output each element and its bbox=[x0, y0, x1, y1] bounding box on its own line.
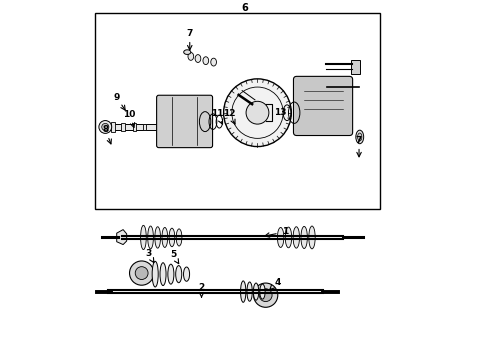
Ellipse shape bbox=[260, 284, 265, 299]
Circle shape bbox=[102, 123, 109, 131]
Ellipse shape bbox=[293, 227, 299, 248]
Ellipse shape bbox=[162, 228, 168, 247]
Text: 3: 3 bbox=[145, 249, 151, 258]
Text: 9: 9 bbox=[114, 93, 120, 102]
Circle shape bbox=[135, 267, 148, 279]
Text: 12: 12 bbox=[223, 109, 236, 118]
Polygon shape bbox=[117, 230, 127, 244]
Ellipse shape bbox=[195, 55, 201, 62]
Ellipse shape bbox=[176, 229, 182, 246]
Text: 13: 13 bbox=[274, 108, 287, 117]
Text: 4: 4 bbox=[274, 278, 280, 287]
Ellipse shape bbox=[147, 226, 153, 249]
Ellipse shape bbox=[356, 130, 364, 144]
Circle shape bbox=[129, 261, 154, 285]
FancyBboxPatch shape bbox=[294, 76, 353, 135]
Bar bbox=[133, 123, 137, 131]
Ellipse shape bbox=[203, 57, 209, 64]
Ellipse shape bbox=[176, 266, 182, 283]
Ellipse shape bbox=[285, 227, 292, 248]
Text: 11: 11 bbox=[211, 109, 223, 118]
Ellipse shape bbox=[358, 133, 362, 141]
Ellipse shape bbox=[184, 267, 190, 281]
Text: 1: 1 bbox=[282, 228, 288, 237]
Text: 2: 2 bbox=[198, 283, 205, 292]
Text: 5: 5 bbox=[170, 250, 176, 259]
Ellipse shape bbox=[241, 281, 246, 302]
Ellipse shape bbox=[277, 228, 284, 247]
Ellipse shape bbox=[168, 264, 174, 284]
Circle shape bbox=[246, 101, 269, 124]
Bar bbox=[96, 13, 380, 209]
Text: 8: 8 bbox=[102, 125, 109, 134]
Ellipse shape bbox=[152, 261, 158, 287]
Ellipse shape bbox=[169, 228, 175, 247]
Circle shape bbox=[253, 283, 278, 307]
Circle shape bbox=[223, 79, 292, 147]
Ellipse shape bbox=[141, 225, 147, 249]
Ellipse shape bbox=[184, 50, 191, 54]
Circle shape bbox=[259, 289, 272, 302]
Ellipse shape bbox=[188, 53, 194, 60]
Text: 10: 10 bbox=[123, 110, 136, 119]
Ellipse shape bbox=[253, 283, 259, 300]
Ellipse shape bbox=[247, 282, 252, 301]
Bar bbox=[111, 122, 116, 132]
Text: 7: 7 bbox=[187, 29, 193, 38]
Text: 7: 7 bbox=[356, 136, 362, 145]
Ellipse shape bbox=[309, 226, 315, 249]
FancyBboxPatch shape bbox=[157, 95, 213, 148]
Bar bbox=[143, 124, 146, 130]
Bar bbox=[121, 123, 125, 131]
Ellipse shape bbox=[211, 58, 217, 66]
Circle shape bbox=[99, 121, 112, 133]
Ellipse shape bbox=[155, 227, 161, 248]
Bar bbox=[351, 60, 360, 73]
Ellipse shape bbox=[301, 226, 307, 248]
Ellipse shape bbox=[160, 263, 166, 285]
Text: 6: 6 bbox=[242, 3, 248, 13]
Polygon shape bbox=[100, 124, 159, 130]
